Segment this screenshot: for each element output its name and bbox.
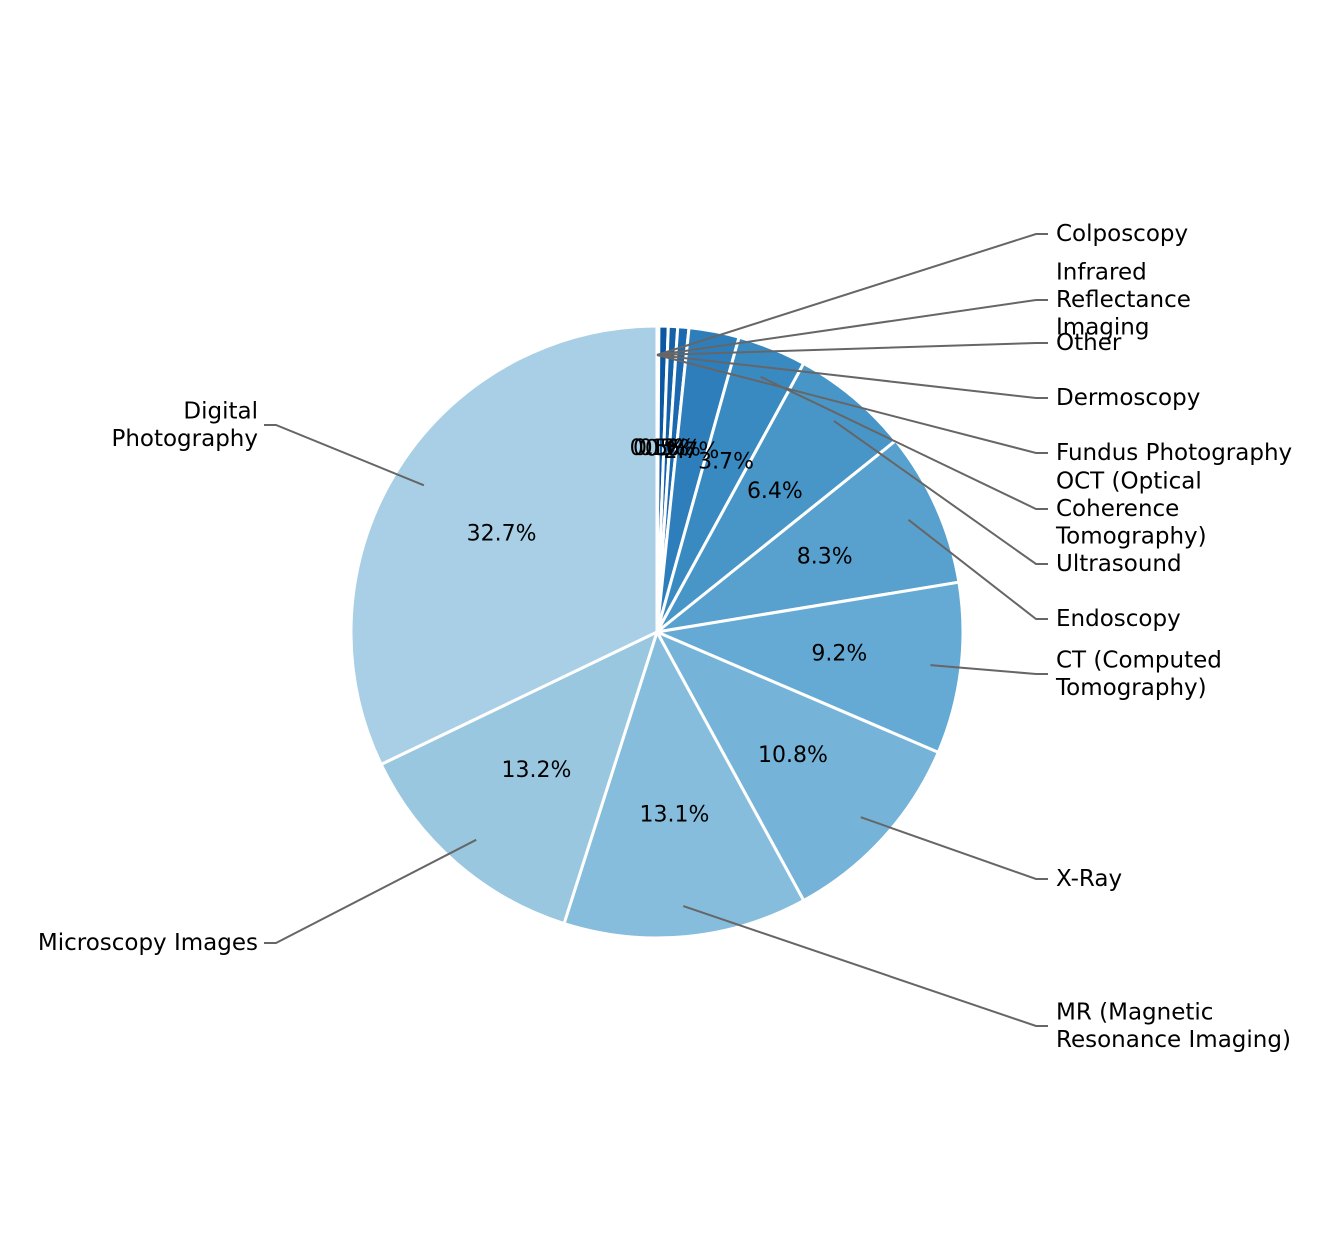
leader-line-microscopy-images [264,838,477,944]
category-label-endoscopy: Endoscopy [1056,606,1181,632]
category-label-ultrasound: Ultrasound [1056,551,1182,577]
leader-line-mr-magnetic-resonance-imaging [682,905,1048,1027]
pct-label-other: 0.5% [639,436,695,461]
pct-label-ultrasound: 6.4% [747,479,803,504]
category-label-microscopy-images: Microscopy Images [38,930,258,956]
pct-label-fundus-photography: 2.7% [663,439,719,464]
leader-line-dermoscopy [656,354,1048,399]
slice-digital-photography [349,324,659,767]
category-label-fundus-photography: Fundus Photography [1056,440,1292,466]
pct-label-infrared-reflectance-imaging: 0.5% [633,436,689,461]
leader-line-digital-photography [264,424,425,487]
pct-label-endoscopy: 8.3% [797,545,853,570]
leader-line-ct-computed-tomography [930,664,1048,675]
category-label-oct-optical-coherence-tomography: OCT (Optical Coherence Tomography) [1055,469,1207,550]
pct-label-oct-optical-coherence-tomography: 3.7% [698,449,754,474]
pct-label-digital-photography: 32.7% [467,522,537,547]
leader-line-colposcopy [656,233,1048,356]
category-label-x-ray: X-Ray [1056,866,1122,892]
pct-label-colposcopy: 0.1% [630,436,686,461]
leader-lines [264,233,1048,1027]
category-label-ct-computed-tomography: CT (Computed Tomography) [1055,647,1222,701]
category-label-dermoscopy: Dermoscopy [1056,385,1200,411]
slice-microscopy-images [379,629,660,926]
pct-label-microscopy-images: 13.2% [502,758,572,783]
category-label-digital-photography: Digital Photography [111,398,258,452]
pct-label-mr-magnetic-resonance-imaging: 13.1% [640,802,710,827]
category-label-colposcopy: Colposcopy [1056,221,1188,247]
slice-endoscopy [651,438,961,635]
pct-label-x-ray: 10.8% [758,743,828,768]
percentage-labels: 0.1%0.5%0.5%0.6%2.7%3.7% 6.4% 8.3% 9.2% 10.8… [467,436,868,827]
slice-x-ray [653,628,941,903]
leader-line-other [656,342,1048,356]
slice-ct-computed-tomography [651,580,965,755]
leader-line-x-ray [860,816,1048,880]
category-label-other: Other [1056,330,1122,356]
leader-line-endoscopy [907,519,1048,620]
leader-line-infrared-reflectance-imaging [656,299,1048,356]
category-label-infrared-reflectance-imaging: Infrared Reflectance Imaging [1056,260,1191,341]
leader-line-oct-optical-coherence-tomography [760,375,1048,510]
category-labels: Colposcopy Infrared Reflectance ImagingOthe… [38,221,1292,1053]
slice-ultrasound [655,361,898,634]
pct-label-dermoscopy: 0.6% [645,437,701,462]
pct-label-ct-computed-tomography: 9.2% [811,642,867,667]
leader-line-ultrasound [833,420,1048,565]
slice-mr-magnetic-resonance-imaging [562,628,806,940]
pie-slices [349,324,965,940]
category-label-mr-magnetic-resonance-imaging: MR (Magnetic Resonance Imaging) [1056,999,1291,1053]
